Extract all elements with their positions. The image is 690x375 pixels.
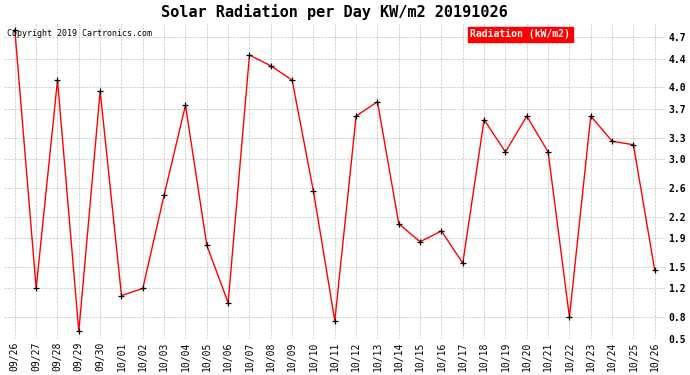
Text: Copyright 2019 Cartronics.com: Copyright 2019 Cartronics.com <box>8 29 152 38</box>
Title: Solar Radiation per Day KW/m2 20191026: Solar Radiation per Day KW/m2 20191026 <box>161 4 508 20</box>
Text: Radiation (kW/m2): Radiation (kW/m2) <box>471 29 570 39</box>
